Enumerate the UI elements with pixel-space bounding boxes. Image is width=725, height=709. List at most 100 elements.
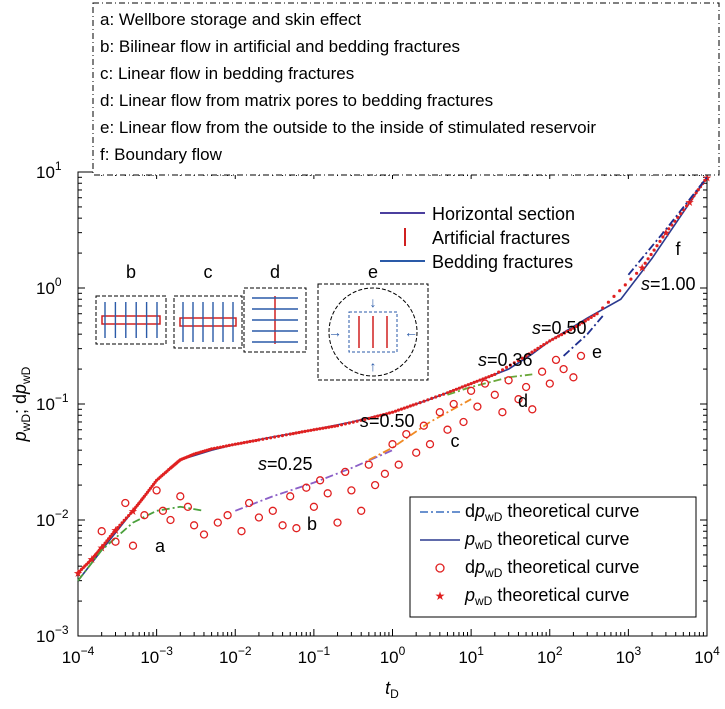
pwd-measured-point bbox=[227, 443, 231, 447]
pwd-measured-point bbox=[586, 317, 590, 321]
pwd-measured-point bbox=[297, 430, 301, 435]
pwd-measured-point bbox=[589, 315, 593, 319]
schematic-label: d bbox=[270, 262, 280, 282]
pwd-measured-point bbox=[536, 346, 540, 350]
pwd-measured-point bbox=[580, 321, 584, 325]
x-tick-exp: −1 bbox=[316, 644, 330, 658]
pwd-measured-point bbox=[646, 257, 650, 261]
legend-pre: d bbox=[465, 501, 475, 521]
pwd-measured-point bbox=[261, 437, 265, 441]
pwd-measured-point bbox=[335, 424, 340, 428]
pwd-measured-star: ★ bbox=[97, 542, 107, 554]
x-tick-label: 102 bbox=[537, 644, 563, 667]
pwd-measured-point bbox=[539, 344, 543, 349]
regime-legend-entry: f: Boundary flow bbox=[100, 145, 223, 164]
slope-value: =0.50 bbox=[369, 411, 415, 431]
pwd-measured-point bbox=[127, 514, 131, 518]
dpwd-measured-point bbox=[183, 502, 193, 511]
pwd-measured-point bbox=[303, 429, 307, 433]
pwd-measured-point bbox=[560, 333, 564, 337]
region-label: f bbox=[675, 239, 681, 259]
legend-post: theoretical curve bbox=[502, 557, 639, 577]
slope-symbol: s bbox=[532, 318, 541, 338]
y-label-p-sub: wD bbox=[19, 414, 33, 433]
regime-legend-entry: b: Bilinear flow in artificial and beddi… bbox=[100, 37, 460, 56]
pwd-measured-point bbox=[396, 408, 400, 412]
pwd-measured-point bbox=[574, 324, 579, 328]
dpwd-measured-point bbox=[443, 425, 452, 434]
dpwd-measured-point bbox=[292, 524, 301, 533]
y-label-sep: ; d bbox=[10, 394, 30, 414]
pwd-measured-point bbox=[629, 277, 633, 281]
pwd-measured-point bbox=[390, 410, 395, 414]
pwd-measured-point bbox=[242, 441, 246, 445]
x-tick-base: 10 bbox=[62, 648, 81, 667]
x-tick-label: 100 bbox=[380, 644, 406, 667]
schematic-box bbox=[95, 295, 167, 345]
dpwd-measured-point bbox=[419, 421, 428, 430]
pwd-measured-point bbox=[411, 403, 415, 407]
pwd-measured-point bbox=[113, 528, 118, 532]
y-tick-exp: 0 bbox=[55, 275, 62, 289]
pwd-measured-point bbox=[606, 300, 611, 304]
pwd-measured-point bbox=[426, 398, 430, 402]
pwd-measured-point bbox=[239, 441, 243, 445]
y-tick-base: 10 bbox=[36, 627, 55, 646]
pwd-measured-point bbox=[122, 518, 126, 523]
pwd-measured-point bbox=[463, 384, 467, 388]
y-tick-exp: 1 bbox=[55, 159, 62, 173]
pwd-measured-point bbox=[664, 231, 668, 235]
schematic-legend-label: Artificial fractures bbox=[432, 228, 570, 248]
pwd-measured-point bbox=[399, 407, 403, 411]
pwd-measured-point bbox=[512, 361, 516, 365]
schematic-legend-label: Horizontal section bbox=[432, 204, 575, 224]
regime-legend-box bbox=[92, 2, 720, 176]
pwd-measured-point bbox=[212, 446, 217, 450]
schematic-circle bbox=[328, 287, 418, 377]
pwd-measured-point bbox=[363, 417, 367, 421]
dpwd-measured-point bbox=[357, 506, 366, 515]
region-label: c bbox=[451, 431, 460, 451]
slope-label: s=0.25 bbox=[258, 454, 313, 474]
dpwd-measured-point bbox=[498, 408, 507, 417]
dpwd-theoretical-d bbox=[447, 373, 533, 396]
schematic-label: b bbox=[126, 262, 136, 282]
x-tick-base: 10 bbox=[219, 648, 238, 667]
x-tick-label: 104 bbox=[694, 644, 720, 667]
dpwd-measured-point bbox=[480, 379, 490, 388]
dpwd-measured-point bbox=[521, 382, 531, 392]
x-tick-label: 10−4 bbox=[62, 644, 95, 667]
pwd-measured-point bbox=[118, 523, 122, 527]
legend-entry: pwD theoretical curve bbox=[464, 529, 629, 552]
legend-entry: pwD theoretical curve bbox=[464, 585, 629, 608]
dpwd-measured-point bbox=[425, 440, 435, 449]
pwd-measured-point bbox=[248, 439, 252, 444]
dpwd-measured-point bbox=[569, 373, 578, 382]
dpwd-measured-point bbox=[268, 506, 277, 515]
slope-label: s=0.50 bbox=[532, 318, 587, 338]
pwd-measured-point bbox=[655, 244, 659, 248]
x-tick-label: 103 bbox=[616, 644, 642, 667]
x-tick-exp: −2 bbox=[238, 644, 252, 658]
schematic-legend-label: Bedding fractures bbox=[432, 252, 573, 272]
pwd-measured-point bbox=[643, 261, 647, 265]
pwd-measured-point bbox=[469, 382, 473, 386]
pwd-measured-point bbox=[385, 412, 389, 416]
dpwd-measured-point bbox=[254, 513, 264, 522]
legend-p: p bbox=[474, 557, 485, 577]
pwd-measured-point bbox=[430, 396, 434, 400]
dpwd-measured-point bbox=[449, 399, 458, 409]
region-label: e bbox=[592, 342, 602, 362]
dpwd-measured-point bbox=[309, 502, 319, 511]
x-tick-base: 10 bbox=[380, 648, 399, 667]
pwd-measured-point bbox=[236, 442, 240, 446]
legend-p: p bbox=[464, 585, 475, 605]
dpwd-measured-point bbox=[323, 489, 332, 498]
pwd-measured-point bbox=[108, 534, 112, 539]
x-tick-label: 10−1 bbox=[298, 644, 331, 667]
legend-post: theoretical curve bbox=[502, 501, 639, 521]
pwd-measured-point bbox=[408, 404, 412, 408]
dpwd-measured-point bbox=[128, 541, 138, 550]
slope-symbol: s bbox=[641, 274, 650, 294]
dpwd-measured-point bbox=[140, 511, 149, 520]
